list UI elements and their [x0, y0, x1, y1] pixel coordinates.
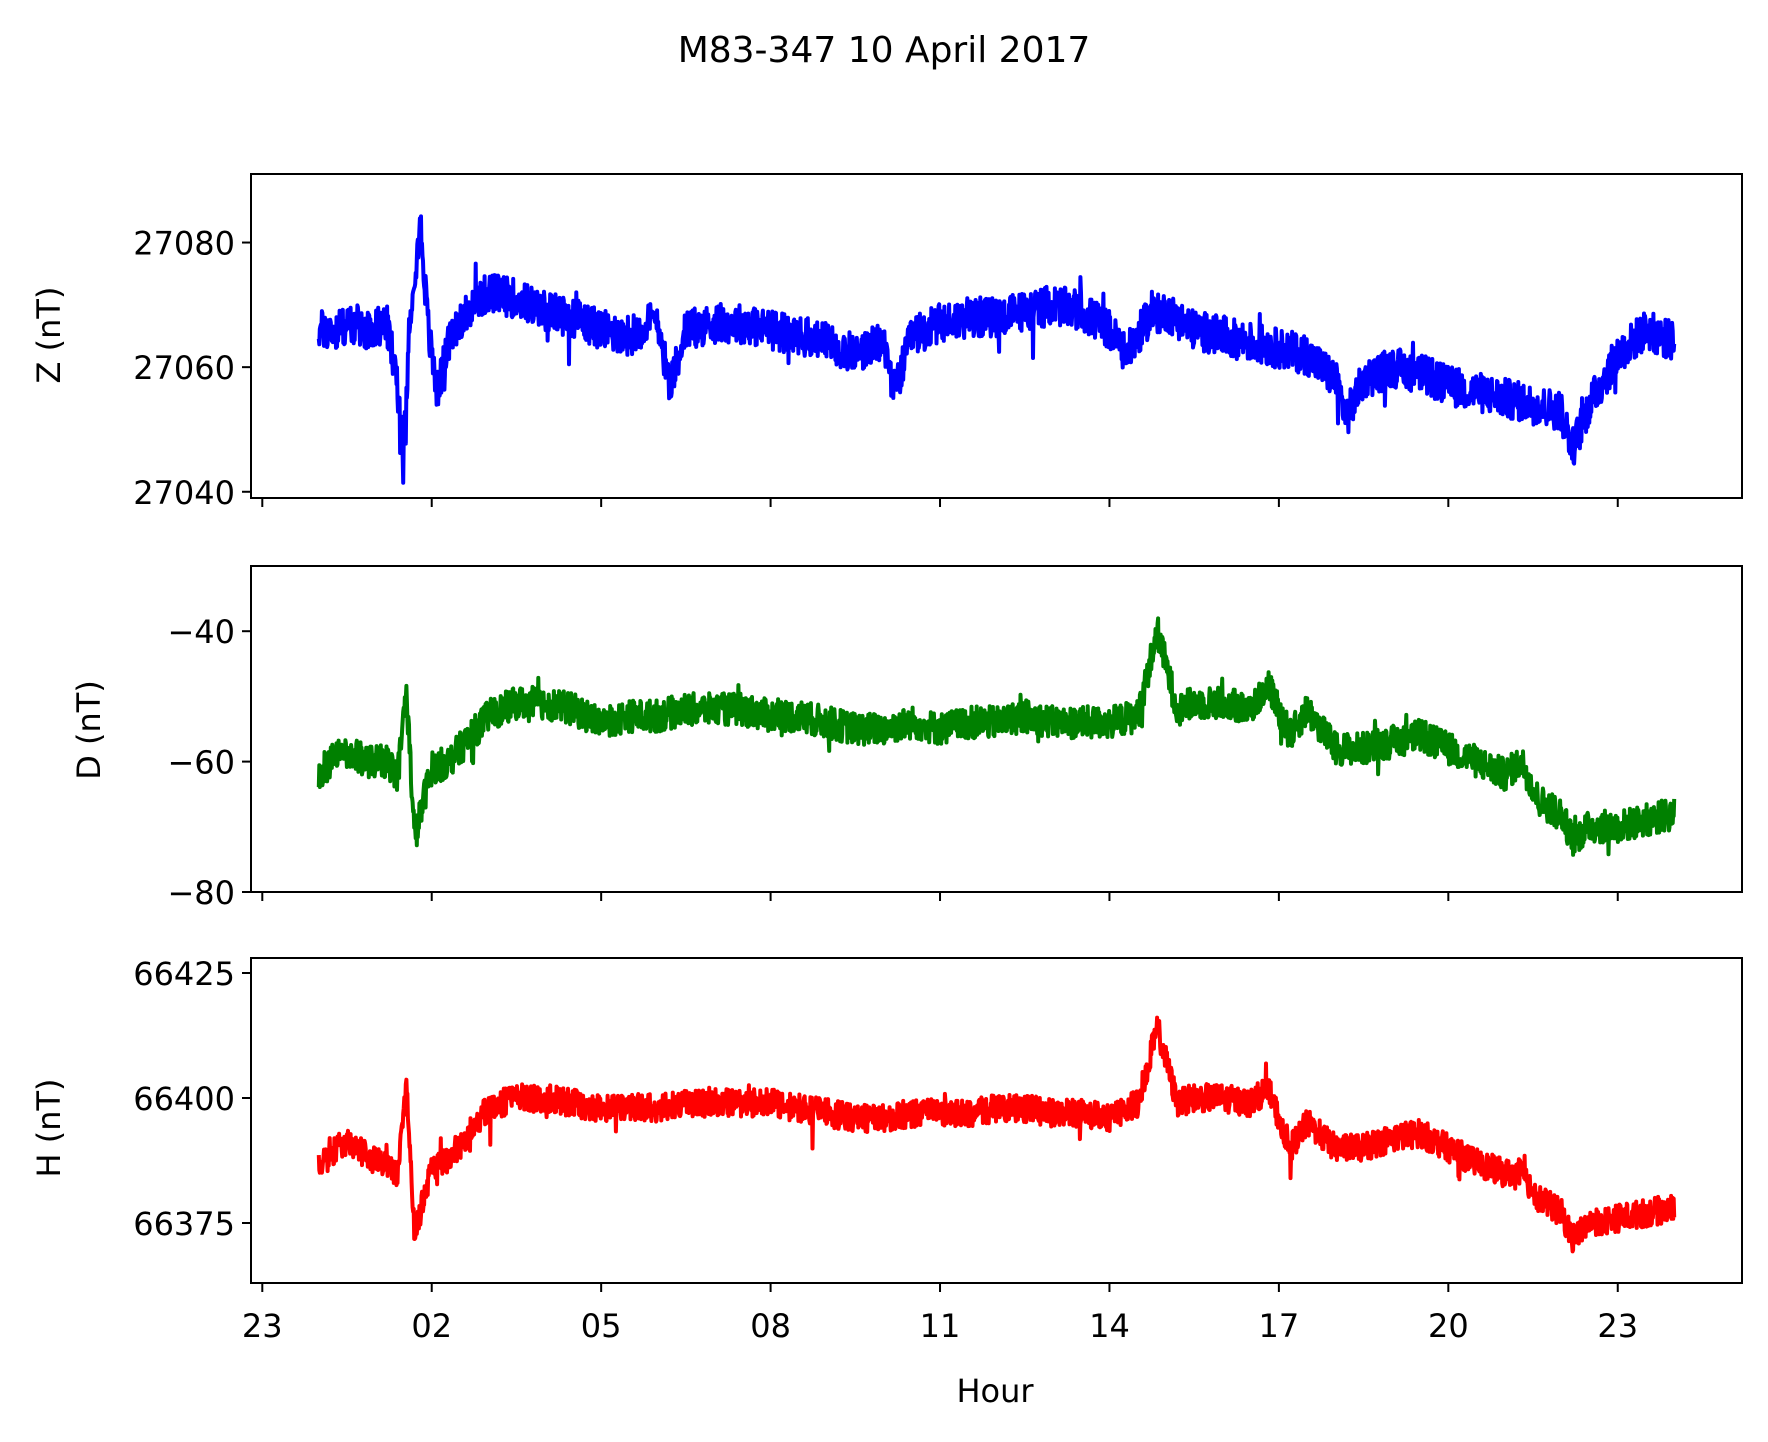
h-series-line	[316, 1015, 1677, 1254]
x-tick-label: 17	[1259, 1307, 1300, 1345]
x-tick-label: 08	[750, 1307, 791, 1345]
d-y-tick-label: −80	[167, 874, 235, 912]
x-tick-label: 23	[1597, 1307, 1638, 1345]
z-y-tick-label: 27040	[133, 474, 235, 512]
z-plot-area: 27040 27060 27080	[133, 173, 1743, 512]
d-plot-area: −80 −60 −40	[167, 565, 1743, 912]
h-y-tick-label: 66375	[133, 1205, 235, 1243]
z-axes-frame	[250, 173, 1743, 499]
d-y-tick-label: −40	[167, 613, 235, 651]
z-series-line	[316, 214, 1677, 485]
figure-title: M83-347 10 April 2017	[678, 30, 1091, 71]
x-tick-label: 11	[920, 1307, 961, 1345]
panel-d: −80 −60 −40 D (nT)	[70, 565, 1743, 912]
z-y-tick-label: 27060	[133, 349, 235, 387]
h-y-tick-label: 66400	[133, 1080, 235, 1118]
z-y-axis-label: Z (nT)	[30, 287, 68, 384]
d-axes-frame	[250, 565, 1743, 893]
panel-h: 66375 66400 66425 23 02 05 08 11 14 17 20 23 H (nT)	[30, 955, 1743, 1345]
x-tick-label: 14	[1089, 1307, 1130, 1345]
x-axis-label: Hour	[956, 1372, 1034, 1410]
x-tick-label: 20	[1428, 1307, 1469, 1345]
panel-z: 27040 27060 27080 Z (nT)	[30, 173, 1743, 512]
h-y-tick-label: 66425	[133, 955, 235, 993]
d-y-axis-label: D (nT)	[70, 680, 108, 780]
d-series-line	[316, 616, 1677, 857]
x-tick-label: 05	[581, 1307, 622, 1345]
x-tick-label: 23	[242, 1307, 283, 1345]
x-tick-label: 02	[411, 1307, 452, 1345]
h-plot-area: 66375 66400 66425 23 02 05 08 11 14 17 20 23	[133, 955, 1743, 1345]
h-axes-frame	[250, 957, 1743, 1284]
z-y-tick-label: 27080	[133, 225, 235, 263]
d-y-tick-label: −60	[167, 744, 235, 782]
h-y-axis-label: H (nT)	[30, 1078, 68, 1177]
